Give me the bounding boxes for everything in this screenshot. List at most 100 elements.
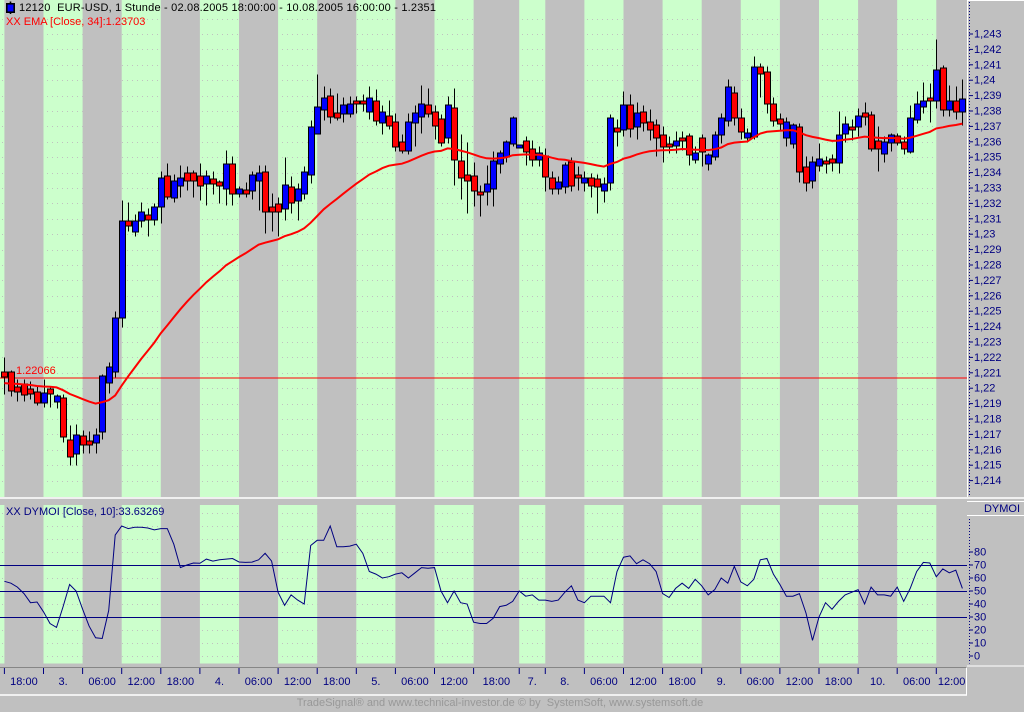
candle-body <box>276 204 281 212</box>
price-axis-label: 1,222 <box>974 352 1002 364</box>
candle-body <box>459 161 464 178</box>
session-band <box>662 505 702 664</box>
candle-body <box>915 104 920 120</box>
candle-body <box>778 119 783 124</box>
candle-body <box>198 176 203 186</box>
price-axis-label: 1,232 <box>974 198 1002 210</box>
candle-body <box>439 119 444 143</box>
indicator-axis-label: 50 <box>974 586 986 598</box>
session-band <box>0 0 5 497</box>
candle-body <box>674 141 679 146</box>
time-axis-label: 4. <box>215 676 224 688</box>
candle-body <box>322 98 327 110</box>
session-band <box>519 0 546 497</box>
candle-body <box>263 172 268 212</box>
candle-body <box>517 145 522 148</box>
candle-body <box>485 184 490 192</box>
candle-body <box>902 142 907 149</box>
candle-body <box>178 178 183 186</box>
indicator-panel[interactable] <box>0 505 937 664</box>
candle-body <box>576 175 581 178</box>
session-band <box>278 0 318 497</box>
candle-body <box>15 387 20 392</box>
candle-body <box>732 93 737 118</box>
candle-body <box>42 393 47 403</box>
candle-body <box>433 112 438 126</box>
candle-body <box>283 185 288 209</box>
candle-body <box>302 172 307 194</box>
candle-body <box>524 141 529 152</box>
time-axis[interactable]: 18:00 3. 06:00 12:00 18:00 4. 06:00 12:00 18:00 5… <box>0 667 967 696</box>
price-axis-label: 1,234 <box>974 167 1002 179</box>
candle-body <box>582 178 587 183</box>
indicator-axis-label: 40 <box>974 599 986 611</box>
candle-body <box>719 118 724 135</box>
candle-body <box>589 178 594 186</box>
price-axis-label: 1,224 <box>974 321 1002 333</box>
time-axis-label: 06:00 <box>401 676 429 688</box>
indicator-axis-label: 80 <box>974 547 986 559</box>
candle-body <box>393 122 398 147</box>
time-axis-label: 12:00 <box>284 676 312 688</box>
candle-body <box>152 207 157 220</box>
session-band <box>434 505 474 664</box>
candle-body <box>869 115 874 149</box>
session-band <box>121 0 161 497</box>
candle-body <box>726 87 731 121</box>
candle-body <box>139 212 144 221</box>
candle-body <box>204 176 209 184</box>
candle-body <box>328 96 333 117</box>
candle-body <box>908 118 913 152</box>
candle-body <box>191 173 196 181</box>
session-band <box>519 505 546 664</box>
time-axis-label: 18:00 <box>483 676 511 688</box>
candle-body <box>413 113 418 123</box>
session-band <box>199 0 240 497</box>
price-axis-label: 1,22 <box>974 383 995 395</box>
candle-body <box>159 178 164 207</box>
chart-title: 12120 EUR-USD, 1 Stunde - 02.08.2005 18:… <box>19 2 437 14</box>
candle-body <box>211 179 216 184</box>
time-axis-label: 12:00 <box>786 676 814 688</box>
price-axis-label: 1,221 <box>974 367 1002 379</box>
candle-body <box>224 164 229 189</box>
candle-body <box>55 396 60 402</box>
candle-body <box>472 176 477 191</box>
candle-body <box>511 118 516 144</box>
price-axis-label: 1,217 <box>974 429 1002 441</box>
time-axis-label: 06:00 <box>88 676 116 688</box>
candle-body <box>478 192 483 195</box>
candle-body <box>446 105 451 138</box>
candle-body <box>465 175 470 181</box>
session-band <box>897 0 937 497</box>
price-axis-label: 1,242 <box>974 44 1002 56</box>
candle-body <box>654 125 659 138</box>
candle-body <box>817 159 822 166</box>
candle-body <box>9 372 14 391</box>
candle-body <box>543 156 548 177</box>
candle-body <box>837 135 842 163</box>
price-axis-label: 1,219 <box>974 398 1002 410</box>
candle-body <box>876 141 881 149</box>
price-axis[interactable]: 1,243 1,242 1,241 1,24 1,239 1,238 1,237 1,236 1… <box>967 0 1024 497</box>
time-axis-label: 12:00 <box>938 676 966 688</box>
candle-body <box>621 105 626 130</box>
indicator-pane-title[interactable]: DYMOI <box>967 501 1024 516</box>
candle-body <box>635 113 640 127</box>
price-axis-label: 1,237 <box>974 121 1002 133</box>
price-axis-label: 1,23 <box>974 229 995 241</box>
candle-body <box>250 175 255 191</box>
session-band <box>199 505 240 664</box>
candle-body <box>504 142 509 157</box>
candle-body <box>341 105 346 114</box>
candle-body <box>863 113 868 117</box>
price-axis-label: 1,226 <box>974 290 1002 302</box>
candle-body <box>843 124 848 134</box>
candle-body <box>22 384 27 395</box>
session-band <box>584 0 624 497</box>
candle-body <box>380 112 385 123</box>
candle-body <box>895 136 900 143</box>
